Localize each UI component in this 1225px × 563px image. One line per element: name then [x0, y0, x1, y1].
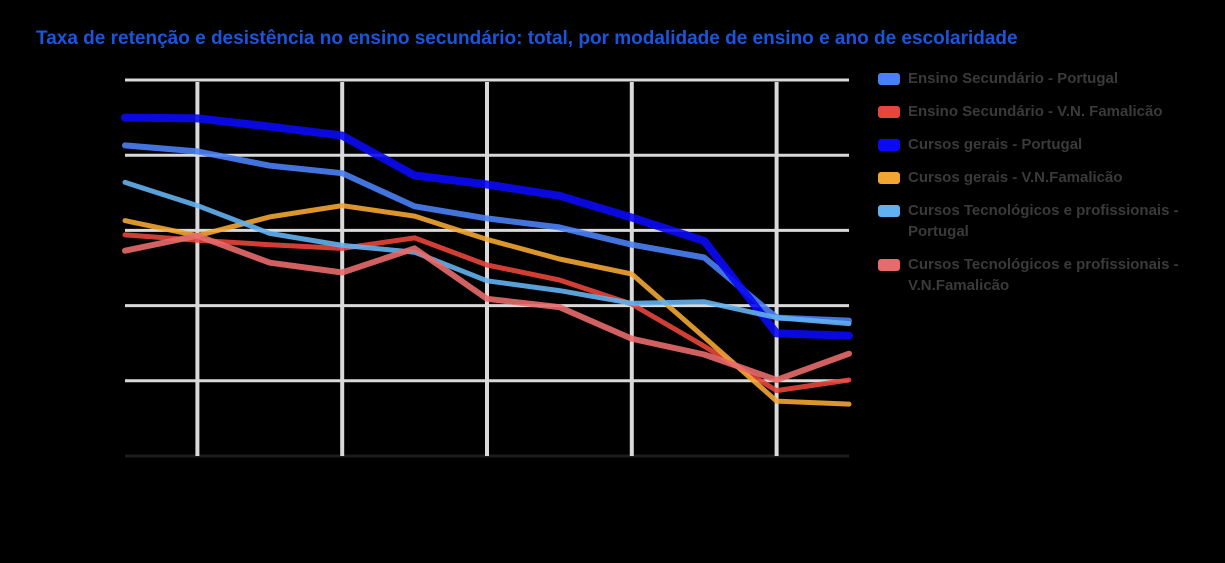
legend-swatch: [878, 139, 900, 151]
legend-swatch: [878, 259, 900, 271]
legend: Ensino Secundário - Portugal Ensino Secun…: [874, 68, 1204, 308]
legend-label: Cursos Tecnológicos e profissionais - Po…: [908, 202, 1179, 240]
legend-item-1: Ensino Secundário - Portugal: [874, 68, 1204, 89]
legend-swatch: [878, 73, 900, 85]
legend-item-4: Cursos gerais - V.N.Famalicão: [874, 167, 1204, 188]
legend-label: Ensino Secundário - V.N. Famalicão: [908, 103, 1163, 120]
legend-label: Cursos Tecnológicos e profissionais - V.…: [908, 256, 1179, 294]
legend-item-5: Cursos Tecnológicos e profissionais - Po…: [874, 200, 1204, 242]
legend-swatch: [878, 106, 900, 118]
series-layer: [121, 113, 853, 407]
legend-swatch: [878, 205, 900, 217]
series-line-5: [122, 179, 852, 327]
series-line-6: [122, 232, 852, 383]
legend-label: Cursos gerais - Portugal: [908, 136, 1083, 153]
legend-label: Cursos gerais - V.N.Famalicão: [908, 169, 1123, 186]
legend-item-6: Cursos Tecnológicos e profissionais - V.…: [874, 254, 1204, 296]
grid: [125, 78, 849, 458]
legend-item-3: Cursos gerais - Portugal: [874, 134, 1204, 155]
series-line-3: [121, 113, 853, 340]
chart-title: Taxa de retenção e desistência no ensino…: [36, 28, 1018, 49]
legend-item-2: Ensino Secundário - V.N. Famalicão: [874, 101, 1204, 122]
legend-swatch: [878, 172, 900, 184]
legend-label: Ensino Secundário - Portugal: [908, 70, 1119, 87]
